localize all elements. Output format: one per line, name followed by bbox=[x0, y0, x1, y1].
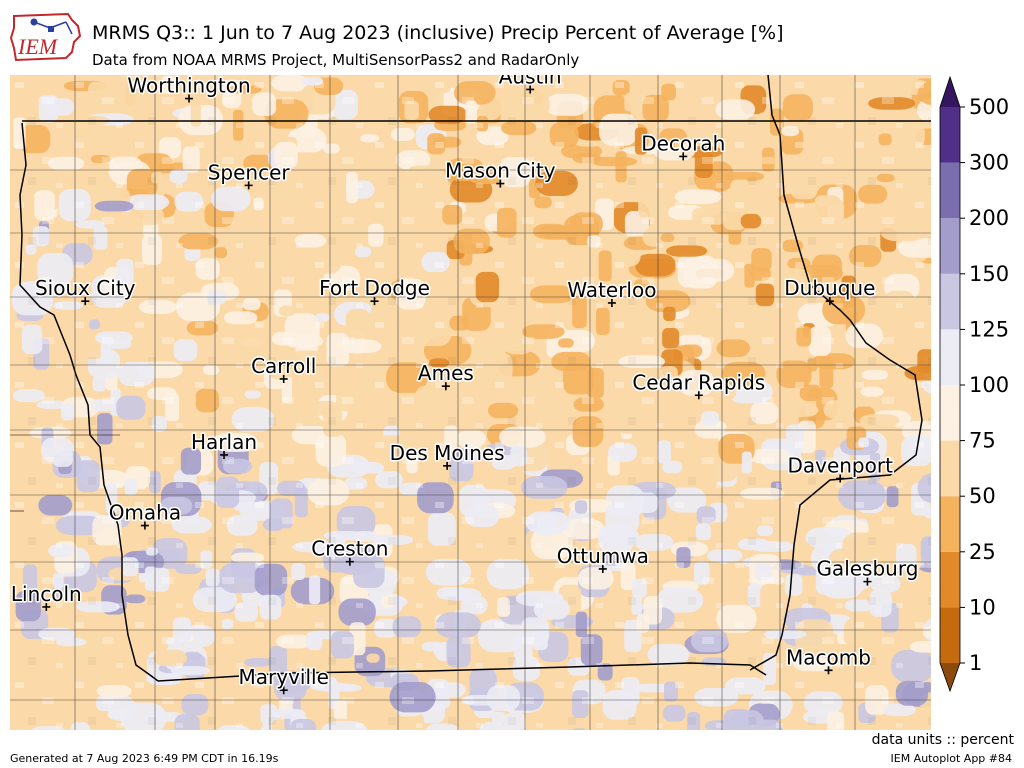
city-cedar-rapids: Cedar Rapids bbox=[631, 369, 767, 400]
city-label: Lincoln bbox=[11, 582, 82, 606]
city-marker-icon bbox=[441, 382, 450, 391]
city-decorah: Decorah bbox=[640, 130, 727, 161]
city-marker-icon bbox=[824, 666, 833, 675]
city-harlan: Harlan bbox=[190, 428, 259, 459]
city-label: Des Moines bbox=[390, 441, 505, 465]
city-marker-icon bbox=[220, 450, 229, 459]
colorbar-band bbox=[940, 273, 960, 330]
city-label: Waterloo bbox=[567, 278, 656, 302]
city-marker-icon bbox=[598, 564, 607, 573]
city-marker-icon bbox=[140, 521, 149, 530]
colorbar-max-extension bbox=[940, 77, 960, 107]
city-creston: Creston bbox=[310, 535, 390, 566]
colorbar-tick-label: 500 bbox=[969, 95, 1009, 119]
city-ames: Ames bbox=[416, 360, 475, 391]
units-label: data units :: percent bbox=[871, 732, 1014, 748]
city-label: Worthington bbox=[127, 75, 250, 98]
city-marker-icon bbox=[836, 474, 845, 483]
app-credit: IEM Autoplot App #84 bbox=[890, 752, 1013, 765]
city-des-moines: Des Moines bbox=[388, 439, 506, 470]
city-sioux-city: Sioux City bbox=[33, 275, 137, 306]
colorbar-tick-label: 200 bbox=[969, 206, 1009, 230]
map-subtitle: Data from NOAA MRMS Project, MultiSensor… bbox=[92, 51, 580, 69]
city-label: Creston bbox=[311, 537, 388, 561]
city-marker-icon bbox=[185, 94, 194, 103]
city-label: Macomb bbox=[786, 645, 871, 669]
precip-map: Worthington Austin Decorah Spencer Mason Cit… bbox=[10, 75, 931, 730]
city-label: Omaha bbox=[109, 501, 181, 525]
city-dubuque: Dubuque bbox=[783, 275, 877, 306]
city-label: Harlan bbox=[191, 430, 257, 454]
iowa-outline-icon bbox=[9, 12, 82, 62]
city-waterloo: Waterloo bbox=[566, 276, 658, 307]
colorbar-tick-label: 10 bbox=[969, 595, 996, 619]
city-austin: Austin bbox=[497, 75, 563, 94]
city-label: Ames bbox=[418, 361, 474, 385]
colorbar-tick-label: 50 bbox=[969, 484, 996, 508]
colorbar-tick-label: 1 bbox=[969, 651, 982, 675]
colorbar-band bbox=[940, 218, 960, 274]
city-label: Carroll bbox=[251, 354, 316, 378]
city-marker-icon bbox=[345, 557, 354, 566]
city-macomb: Macomb bbox=[785, 644, 872, 675]
city-label: Spencer bbox=[208, 160, 291, 184]
city-marker-icon bbox=[42, 602, 51, 611]
logo-text: IEM bbox=[17, 34, 59, 59]
city-label: Dubuque bbox=[784, 276, 875, 300]
generated-timestamp: Generated at 7 Aug 2023 6:49 PM CDT in 1… bbox=[10, 752, 279, 765]
city-carroll: Carroll bbox=[250, 352, 318, 383]
colorbar-band bbox=[940, 329, 960, 385]
colorbar-min-extension bbox=[940, 663, 960, 691]
colorbar-tick-label: 125 bbox=[969, 317, 1009, 341]
city-label: Decorah bbox=[641, 131, 725, 155]
city-label: Galesburg bbox=[816, 557, 918, 581]
city-marker-icon bbox=[279, 374, 288, 383]
city-marker-icon bbox=[863, 577, 872, 586]
colorbar-tick-label: 150 bbox=[969, 262, 1009, 286]
city-omaha: Omaha bbox=[107, 499, 183, 530]
city-marker-icon bbox=[526, 85, 535, 94]
city-label: Cedar Rapids bbox=[632, 370, 765, 394]
colorbar-band bbox=[940, 440, 960, 497]
city-marker-icon bbox=[679, 152, 688, 161]
city-label: Ottumwa bbox=[557, 544, 649, 568]
city-marker-icon bbox=[825, 297, 834, 306]
city-marker-icon bbox=[81, 297, 90, 306]
city-maryville: Maryville bbox=[237, 664, 330, 695]
iem-logo: IEM bbox=[9, 12, 82, 62]
city-marker-icon bbox=[496, 179, 505, 188]
city-marker-icon bbox=[694, 391, 703, 400]
city-label: Davenport bbox=[787, 453, 893, 477]
city-spencer: Spencer bbox=[206, 159, 292, 190]
colorbar-band bbox=[940, 107, 960, 163]
colorbar-band bbox=[940, 496, 960, 552]
colorbar-band bbox=[940, 162, 960, 219]
city-label: Sioux City bbox=[35, 276, 136, 300]
city-label: Mason City bbox=[445, 159, 556, 183]
city-ottumwa: Ottumwa bbox=[555, 542, 650, 573]
colorbar-tick-label: 300 bbox=[969, 151, 1009, 175]
colorbar-band bbox=[940, 607, 960, 663]
map-title: MRMS Q3:: 1 Jun to 7 Aug 2023 (inclusive… bbox=[92, 22, 784, 44]
city-marker-icon bbox=[279, 686, 288, 695]
city-davenport: Davenport bbox=[786, 452, 895, 483]
city-marker-icon bbox=[607, 298, 616, 307]
city-label: Fort Dodge bbox=[319, 276, 430, 300]
city-marker-icon bbox=[443, 461, 452, 470]
city-galesburg: Galesburg bbox=[815, 555, 920, 586]
colorbar: 1 10 25 50 75 100 125 150 200 300 500 bbox=[939, 75, 1009, 693]
city-marker-icon bbox=[370, 297, 379, 306]
colorbar-tick-label: 75 bbox=[969, 429, 996, 453]
colorbar-band bbox=[940, 551, 960, 608]
city-lincoln: Lincoln bbox=[10, 580, 83, 611]
city-label: Austin bbox=[499, 75, 562, 88]
colorbar-tick-label: 100 bbox=[969, 373, 1009, 397]
colorbar-tick-label: 25 bbox=[969, 540, 996, 564]
colorbar-band bbox=[940, 385, 960, 441]
city-worthington: Worthington bbox=[126, 75, 252, 103]
city-label: Maryville bbox=[239, 665, 329, 689]
city-fort-dodge: Fort Dodge bbox=[318, 275, 431, 306]
city-mason-city: Mason City bbox=[444, 157, 557, 188]
city-marker-icon bbox=[244, 181, 253, 190]
